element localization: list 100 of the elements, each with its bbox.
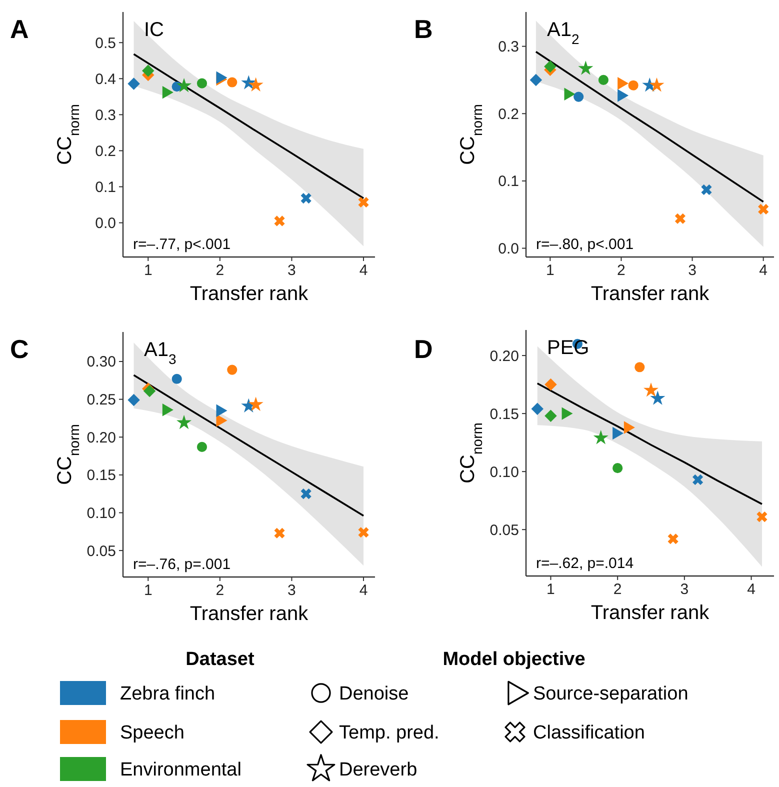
point [668, 534, 678, 544]
point [227, 364, 238, 375]
point [544, 60, 556, 73]
point [248, 396, 264, 411]
point [544, 378, 557, 391]
y-tick-label: 0.15 [86, 467, 116, 484]
point [172, 374, 182, 384]
y-tick-label: 0.4 [95, 70, 116, 88]
point [300, 488, 312, 500]
point [574, 92, 584, 102]
x-tick-label: 2 [613, 581, 622, 598]
x-tick-label: 2 [216, 262, 224, 279]
category-label: Speech [120, 722, 184, 744]
text: Dereverb [339, 760, 418, 781]
y-tick-label: 0.0 [95, 215, 116, 232]
x-axis-title: Transfer rank [590, 283, 710, 305]
point [274, 216, 285, 226]
point [649, 77, 664, 92]
x-tick-label: 3 [288, 582, 296, 599]
text: Classification [533, 722, 645, 744]
y-tick-label: 0.3 [95, 106, 116, 124]
x-tick-label: 3 [688, 262, 696, 279]
x-tick-label: 4 [359, 262, 368, 279]
y-tick-label: 0.10 [86, 504, 116, 522]
point [227, 77, 238, 88]
text: A [10, 14, 29, 44]
point [142, 64, 154, 77]
point [248, 77, 264, 92]
point [274, 528, 285, 538]
x-axis-title: Transfer rank [190, 603, 310, 625]
x-axis-title: Transfer rank [190, 283, 310, 305]
point [300, 192, 312, 204]
point [196, 442, 208, 452]
y-tick-label: 0.20 [86, 429, 116, 446]
text: C [10, 334, 29, 364]
y-tick-label: 0.05 [490, 522, 519, 539]
text: Denoise [339, 684, 409, 705]
point [593, 430, 608, 444]
point [128, 78, 140, 90]
y-tick-label: 0.3 [498, 38, 519, 56]
point [612, 463, 623, 474]
y-tick-label: 0.2 [498, 106, 519, 123]
line-series [535, 50, 764, 203]
point [176, 414, 192, 430]
x-axis-title: Transfer rank [590, 602, 710, 624]
annotation: r=–.76, p=.001 [133, 556, 231, 573]
legend-title: Dataset [186, 649, 255, 670]
text: D [414, 334, 433, 364]
y-tick-label: 0.25 [86, 392, 116, 409]
point [578, 60, 594, 75]
text: Model objective [442, 649, 586, 670]
point [643, 382, 659, 397]
annotation: r=–.62, p=.014 [536, 555, 634, 572]
text: A1$_{3}$ [144, 339, 176, 367]
point [758, 204, 769, 215]
point [701, 184, 712, 195]
x-tick-label: 1 [546, 262, 554, 279]
point [674, 213, 686, 224]
point [628, 80, 638, 90]
x-tick-label: 3 [680, 581, 689, 598]
point [128, 394, 140, 406]
point [692, 474, 704, 485]
y-tick-label: 0.30 [86, 354, 116, 371]
annotation: r=–.77, p<.001 [133, 236, 231, 253]
y-tick-label: 0.2 [95, 142, 116, 160]
x-tick-label: 2 [617, 262, 626, 279]
point [598, 74, 608, 86]
point [143, 384, 156, 398]
point [196, 78, 208, 88]
point [358, 196, 369, 208]
point [756, 512, 768, 522]
x-tick-label: 3 [288, 262, 296, 279]
chart-title: PEG [547, 337, 590, 359]
text: Temp. pred. [339, 722, 440, 744]
x-tick-label: 1 [546, 581, 555, 598]
y-tick-label: 0.10 [490, 464, 519, 481]
point [530, 74, 542, 86]
x-tick-label: 4 [759, 262, 768, 279]
y-tick-label: 0.1 [95, 178, 116, 196]
chart-title: IC [144, 19, 164, 41]
annotation: r=–.80, p<.001 [536, 236, 634, 253]
text: B [414, 14, 433, 44]
x-tick-label: 1 [144, 262, 152, 279]
x-tick-label: 1 [144, 582, 152, 599]
point [531, 402, 544, 416]
point [544, 410, 557, 422]
line-series [536, 382, 763, 505]
y-tick-label: 0.1 [498, 173, 519, 190]
y-tick-label: 0.05 [86, 542, 116, 560]
point [358, 527, 369, 538]
source-note: Source-separation [533, 684, 688, 705]
y-tick-label: 0.15 [490, 406, 519, 423]
x-tick-label: 4 [747, 581, 756, 598]
y-tick-label: 0.0 [498, 240, 519, 258]
y-tick-label: 0.20 [490, 348, 519, 365]
x-tick-label: 2 [216, 582, 224, 599]
point [176, 78, 192, 92]
text: A1$_{2}$ [547, 19, 580, 47]
point [650, 390, 666, 405]
y-tick-label: 0.5 [95, 34, 116, 52]
